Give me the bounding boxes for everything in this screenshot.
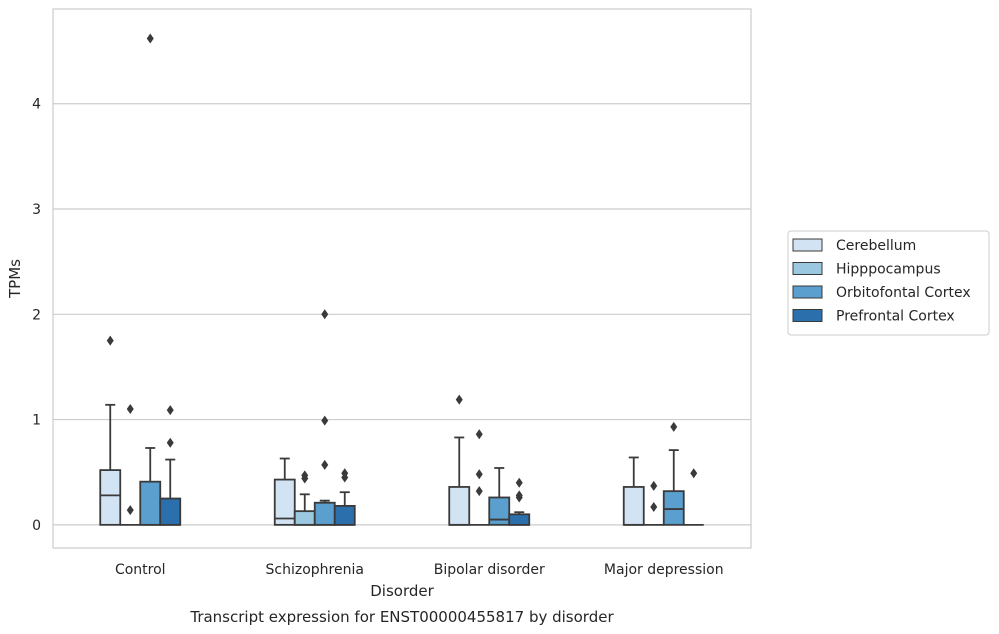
outlier-point	[126, 505, 134, 516]
outlier-point	[126, 404, 134, 415]
gridlines	[53, 103, 751, 526]
box-body	[159, 497, 182, 526]
box-body	[622, 486, 645, 526]
outlier-point	[650, 501, 658, 512]
legend-swatch	[792, 262, 823, 275]
legend-label: Hipppocampus	[836, 262, 941, 278]
y-tick-label: 3	[32, 202, 41, 218]
outlier-point	[146, 33, 154, 44]
box-prefrontal-cortex	[508, 477, 531, 526]
box-body	[99, 469, 122, 526]
box-hipppocampus	[469, 429, 490, 526]
legend-item: Cerebellum	[792, 238, 916, 254]
box-body	[488, 496, 511, 526]
outlier-point	[670, 421, 678, 432]
x-tick-label: Bipolar disorder	[434, 562, 545, 578]
legend-item: Orbitofontal Cortex	[792, 285, 971, 301]
outlier-point	[475, 429, 483, 440]
plot-frame	[52, 8, 752, 549]
outlier-point	[321, 309, 329, 320]
legend-label: Cerebellum	[836, 238, 916, 254]
legend-swatch	[792, 309, 823, 322]
outlier-point	[166, 437, 174, 448]
y-tick-labels: 0 1 2 3 4	[32, 97, 41, 534]
outlier-point	[341, 468, 349, 479]
y-tick-label: 2	[32, 307, 41, 323]
legend-swatch	[792, 285, 823, 299]
x-tick-label: Schizophrenia	[266, 562, 364, 578]
outlier-point	[475, 486, 483, 497]
box-hipppocampus	[643, 480, 664, 526]
y-tick-label: 1	[32, 413, 41, 429]
outlier-point	[106, 335, 114, 346]
chart-caption: Transcript expression for ENST0000045581…	[189, 608, 614, 626]
outlier-point	[301, 470, 309, 481]
box-prefrontal-cortex	[683, 468, 704, 526]
box-prefrontal-cortex	[333, 468, 356, 526]
box-body	[139, 480, 162, 526]
x-axis-label: Disorder	[370, 582, 434, 600]
outlier-point	[515, 490, 523, 501]
legend-swatch	[792, 238, 823, 252]
legend-frame	[787, 230, 990, 336]
outlier-point	[475, 469, 483, 480]
box-body	[448, 486, 471, 526]
outlier-point	[321, 415, 329, 426]
legend-item: Hipppocampus	[792, 262, 941, 278]
y-axis-label: TPMs	[6, 259, 24, 299]
outlier-point	[515, 477, 523, 488]
outlier-point	[455, 394, 463, 405]
outlier-point	[690, 468, 698, 479]
x-tick-label: Major depression	[604, 562, 724, 578]
box-cerebellum	[448, 394, 471, 526]
outlier-point	[321, 459, 329, 470]
box-orbitofontal-cortex	[662, 421, 685, 526]
box-orbitofontal-cortex	[313, 309, 336, 526]
y-tick-label: 0	[32, 518, 41, 534]
boxes	[99, 33, 704, 526]
outlier-point	[650, 480, 658, 491]
box-orbitofontal-cortex	[139, 33, 162, 526]
box-cerebellum	[622, 456, 645, 526]
x-tick-labels: Control Schizophrenia Bipolar disorder Majo…	[115, 562, 724, 578]
box-body	[508, 513, 531, 526]
box-prefrontal-cortex	[159, 405, 182, 526]
x-tick-label: Control	[115, 562, 166, 578]
y-tick-label: 4	[32, 97, 41, 113]
box-body	[273, 478, 296, 526]
box-cerebellum	[99, 335, 122, 526]
box-body	[333, 504, 356, 526]
box-hipppocampus	[120, 404, 141, 526]
legend-label: Prefrontal Cortex	[836, 309, 955, 325]
box-orbitofontal-cortex	[488, 467, 511, 526]
outlier-point	[166, 405, 174, 416]
box-body	[313, 501, 336, 526]
legend: Cerebellum Hipppocampus Orbitofontal Corte…	[787, 230, 990, 336]
box-body	[293, 510, 316, 526]
box-hipppocampus	[293, 470, 316, 526]
box-body	[662, 490, 685, 526]
legend-item: Prefrontal Cortex	[792, 309, 955, 325]
legend-label: Orbitofontal Cortex	[836, 285, 971, 301]
box-cerebellum	[273, 457, 296, 526]
